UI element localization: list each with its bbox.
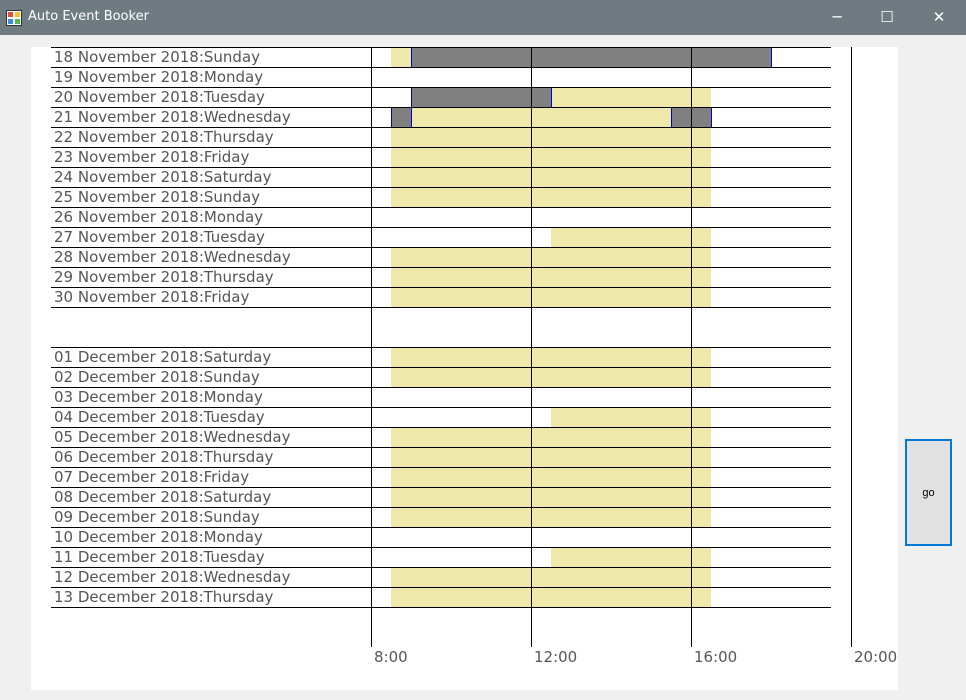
row-separator [51, 87, 831, 88]
available-slot[interactable] [551, 227, 711, 247]
available-slot[interactable] [391, 287, 711, 307]
row-separator [51, 567, 831, 568]
day-label: 24 November 2018:Saturday [54, 168, 272, 186]
day-label: 01 December 2018:Saturday [54, 348, 272, 366]
available-slot[interactable] [551, 407, 711, 427]
available-slot[interactable] [391, 107, 711, 127]
title-bar[interactable]: Auto Event Booker ─ ☐ ✕ [0, 0, 966, 35]
day-label: 22 November 2018:Thursday [54, 128, 274, 146]
row-separator [51, 527, 831, 528]
row-separator [51, 227, 831, 228]
row-separator [51, 587, 831, 588]
day-label: 10 December 2018:Monday [54, 528, 263, 546]
day-label: 20 November 2018:Tuesday [54, 88, 265, 106]
row-separator [51, 507, 831, 508]
available-slot[interactable] [391, 347, 711, 367]
row-separator [51, 607, 831, 608]
row-separator [51, 47, 831, 48]
available-slot[interactable] [391, 247, 711, 267]
day-label: 07 December 2018:Friday [54, 468, 250, 486]
available-slot[interactable] [391, 367, 711, 387]
minimize-button[interactable]: ─ [832, 8, 842, 26]
available-slot[interactable] [391, 587, 711, 607]
row-separator [51, 187, 831, 188]
booked-slot[interactable] [411, 47, 772, 68]
available-slot[interactable] [391, 267, 711, 287]
x-tick-label: 16:00 [694, 648, 738, 666]
x-tick-label: 8:00 [374, 648, 408, 666]
day-label: 23 November 2018:Friday [54, 148, 250, 166]
maximize-button[interactable]: ☐ [880, 8, 894, 26]
row-separator [51, 407, 831, 408]
day-label: 06 December 2018:Thursday [54, 448, 274, 466]
row-separator [51, 467, 831, 468]
available-slot[interactable] [391, 127, 711, 147]
day-label: 21 November 2018:Wednesday [54, 108, 291, 126]
row-separator [51, 127, 831, 128]
booked-slot[interactable] [391, 107, 412, 128]
available-slot[interactable] [391, 467, 711, 487]
day-label: 09 December 2018:Sunday [54, 508, 260, 526]
available-slot[interactable] [391, 507, 711, 527]
row-separator [51, 167, 831, 168]
day-label: 02 December 2018:Sunday [54, 368, 260, 386]
row-separator [51, 367, 831, 368]
row-separator [51, 447, 831, 448]
available-slot[interactable] [391, 447, 711, 467]
available-slot[interactable] [391, 187, 711, 207]
day-label: 29 November 2018:Thursday [54, 268, 274, 286]
hour-line [531, 47, 532, 647]
day-label: 12 December 2018:Wednesday [54, 568, 291, 586]
available-slot[interactable] [391, 567, 711, 587]
row-separator [51, 67, 831, 68]
hour-line [691, 47, 692, 647]
day-label: 27 November 2018:Tuesday [54, 228, 265, 246]
window-title: Auto Event Booker [28, 9, 149, 24]
day-label: 13 December 2018:Thursday [54, 588, 274, 606]
row-separator [51, 307, 831, 308]
day-label: 26 November 2018:Monday [54, 208, 264, 226]
row-separator [51, 487, 831, 488]
day-label: 30 November 2018:Friday [54, 288, 250, 306]
available-slot[interactable] [551, 547, 711, 567]
row-separator [51, 147, 831, 148]
row-separator [51, 387, 831, 388]
day-label: 28 November 2018:Wednesday [54, 248, 291, 266]
day-label: 11 December 2018:Tuesday [54, 548, 265, 566]
schedule-chart[interactable]: 18 November 2018:Sunday 19 November 2018:… [31, 47, 898, 690]
day-label: 04 December 2018:Tuesday [54, 408, 265, 426]
day-label: 18 November 2018:Sunday [54, 48, 261, 66]
available-slot[interactable] [391, 427, 711, 447]
app-icon [6, 10, 22, 26]
row-separator [51, 547, 831, 548]
day-label: 25 November 2018:Sunday [54, 188, 261, 206]
day-label: 08 December 2018:Saturday [54, 488, 272, 506]
row-separator [51, 267, 831, 268]
row-separator [51, 347, 831, 348]
row-separator [51, 427, 831, 428]
day-label: 03 December 2018:Monday [54, 388, 263, 406]
hour-line [371, 47, 372, 647]
row-separator [51, 107, 831, 108]
close-button[interactable]: ✕ [932, 8, 946, 26]
day-label: 19 November 2018:Monday [54, 68, 264, 86]
hour-line [851, 47, 852, 647]
day-label: 05 December 2018:Wednesday [54, 428, 291, 446]
go-button[interactable]: go [905, 439, 952, 546]
available-slot[interactable] [391, 147, 711, 167]
available-slot[interactable] [391, 167, 711, 187]
available-slot[interactable] [391, 487, 711, 507]
x-tick-label: 20:00 [854, 648, 898, 666]
row-separator [51, 207, 831, 208]
row-separator [51, 247, 831, 248]
x-tick-label: 12:00 [534, 648, 578, 666]
row-separator [51, 287, 831, 288]
